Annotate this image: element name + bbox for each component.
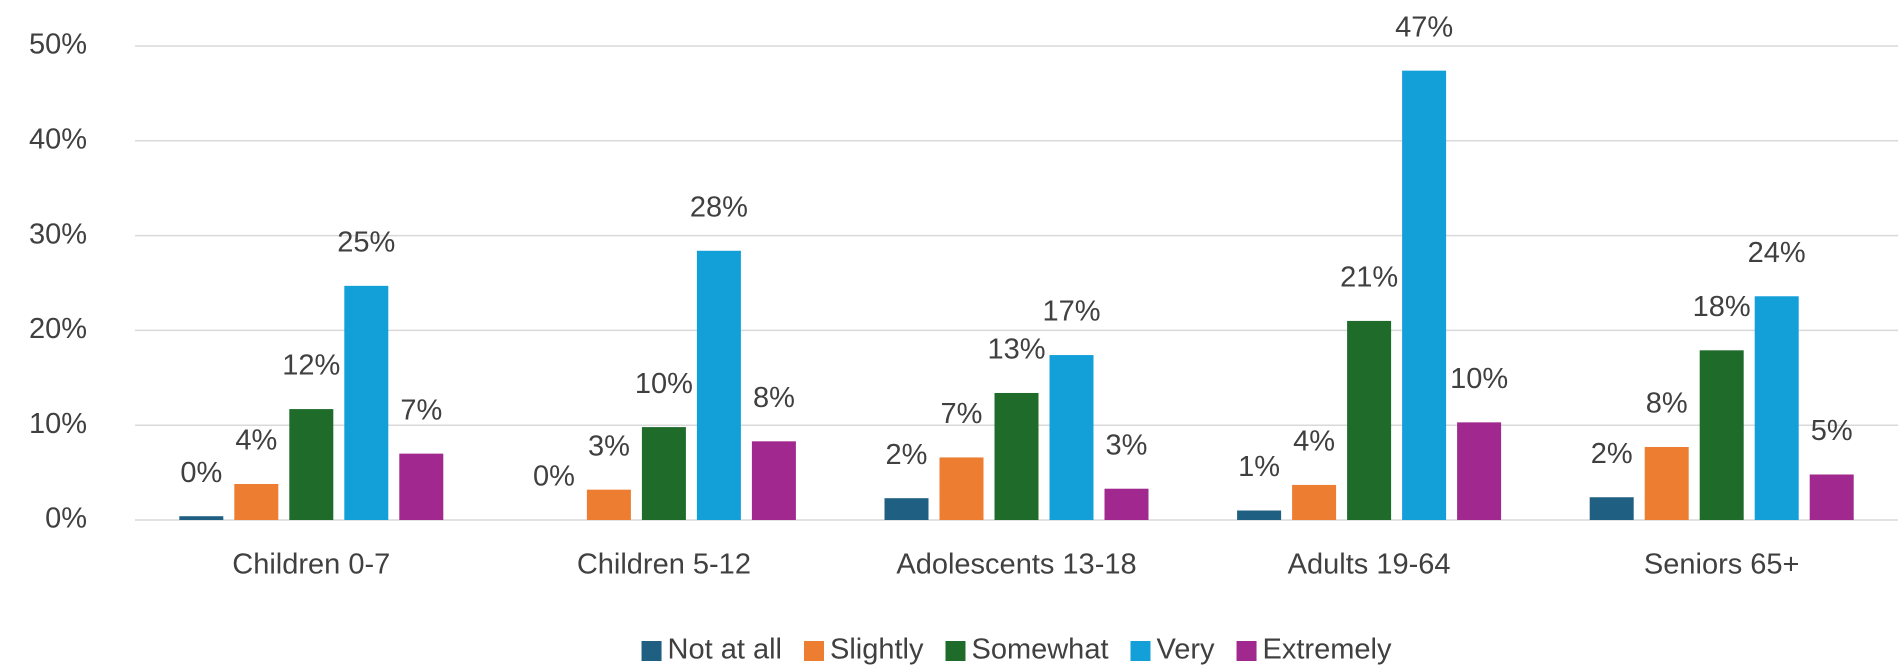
bar: [179, 516, 224, 520]
bar: [884, 498, 929, 520]
data-label: 21%: [1340, 262, 1398, 294]
legend-label: Somewhat: [971, 634, 1108, 666]
legend-swatch: [1236, 641, 1257, 661]
data-label: 13%: [987, 334, 1045, 366]
x-tick-label: Adolescents 13-18: [896, 549, 1136, 581]
data-label: 10%: [635, 368, 693, 400]
data-label: 4%: [1293, 426, 1335, 458]
x-tick-label: Children 0-7: [232, 549, 390, 581]
bar: [751, 441, 796, 520]
bar: [994, 392, 1039, 520]
x-tick-label: Children 5-12: [577, 549, 751, 581]
legend-label: Very: [1157, 634, 1216, 666]
y-tick-label: 40%: [29, 123, 87, 155]
bar: [1589, 497, 1634, 520]
bar: [1049, 355, 1094, 520]
bar: [1809, 474, 1854, 520]
y-tick-label: 20%: [29, 313, 87, 345]
data-label: 18%: [1693, 291, 1751, 323]
data-label: 24%: [1748, 237, 1806, 269]
bar: [1347, 320, 1392, 520]
x-tick-label: Seniors 65+: [1644, 549, 1800, 581]
bar: [1457, 422, 1502, 520]
bar: [344, 285, 389, 520]
data-label: 7%: [941, 398, 983, 430]
legend-swatch: [945, 641, 966, 661]
bar: [1402, 70, 1447, 520]
data-label: 28%: [690, 191, 748, 223]
data-label: 2%: [886, 439, 928, 471]
data-label: 10%: [1450, 363, 1508, 395]
data-label: 1%: [1238, 451, 1280, 483]
bar: [399, 453, 444, 520]
bar: [1644, 447, 1689, 520]
legend-swatch: [803, 641, 824, 661]
bar: [696, 250, 741, 520]
data-label: 0%: [533, 461, 575, 493]
data-label: 2%: [1591, 438, 1633, 470]
legend-swatch: [1130, 641, 1151, 661]
legend-swatch: [641, 641, 662, 661]
data-label: 8%: [753, 382, 795, 414]
data-label: 12%: [282, 350, 340, 382]
data-label: 25%: [337, 227, 395, 259]
data-label: 17%: [1042, 296, 1100, 328]
bar: [1104, 488, 1149, 520]
bar: [939, 457, 984, 520]
y-tick-label: 30%: [29, 218, 87, 250]
data-label: 47%: [1395, 11, 1453, 43]
legend-label: Not at all: [668, 634, 782, 666]
bar: [1237, 510, 1282, 520]
legend-label: Extremely: [1263, 634, 1392, 666]
y-tick-label: 50%: [29, 29, 87, 61]
bar: [289, 409, 334, 520]
bar: [586, 489, 631, 520]
y-tick-label: 10%: [29, 408, 87, 440]
data-label: 3%: [588, 430, 630, 462]
legend-label: Slightly: [830, 634, 924, 666]
bar: [1292, 484, 1337, 520]
bar: [234, 483, 279, 520]
bar: [641, 427, 686, 520]
x-tick-label: Adults 19-64: [1288, 549, 1451, 581]
bar: [1699, 350, 1744, 520]
data-label: 3%: [1106, 429, 1148, 461]
data-label: 0%: [180, 457, 222, 489]
data-label: 7%: [400, 394, 442, 426]
y-tick-label: 0%: [45, 503, 87, 535]
data-label: 8%: [1646, 388, 1688, 420]
data-label: 4%: [235, 425, 277, 457]
bar: [1754, 296, 1799, 520]
data-label: 5%: [1811, 415, 1853, 447]
